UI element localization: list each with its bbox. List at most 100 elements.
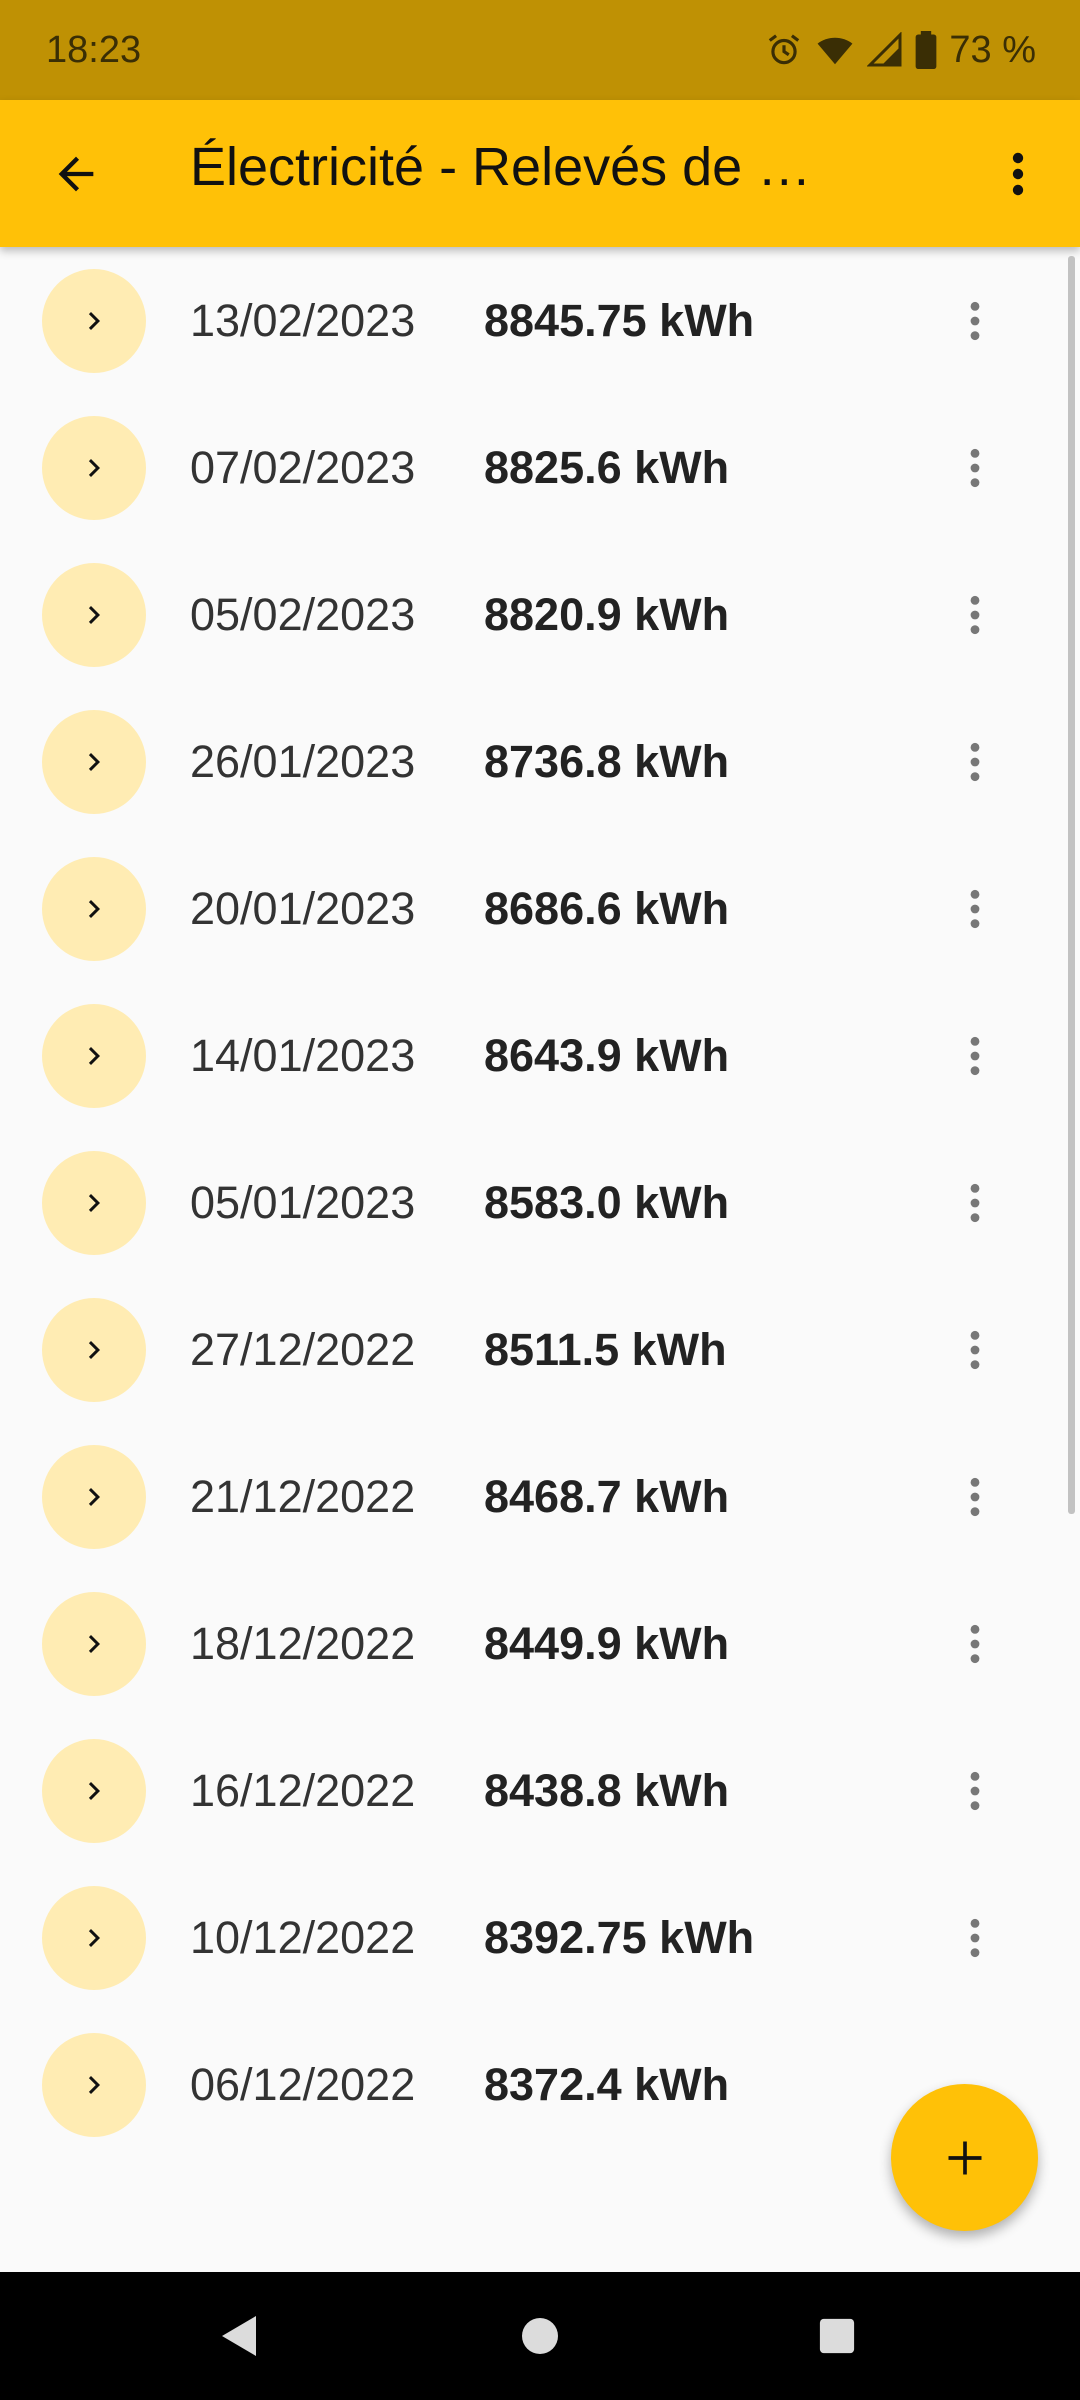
system-nav-bar (0, 2272, 1080, 2400)
expand-button[interactable] (42, 1886, 146, 1990)
expand-button[interactable] (42, 1445, 146, 1549)
more-vert-icon (970, 889, 980, 929)
reading-date: 06/12/2022 (190, 2059, 416, 2110)
chevron-right-icon (88, 1194, 100, 1212)
reading-date: 10/12/2022 (190, 1912, 416, 1963)
status-time: 18:23 (46, 28, 142, 71)
reading-value: 8449.9 kWh (484, 1618, 730, 1669)
list-item[interactable]: 27/12/2022 8511.5 kWh (0, 1276, 1080, 1423)
reading-date: 20/01/2023 (190, 883, 416, 934)
more-vert-icon (970, 1624, 980, 1664)
expand-button[interactable] (42, 710, 146, 814)
list-item[interactable]: 06/12/2022 8372.4 kWh (0, 2011, 1080, 2153)
nav-recents-button[interactable] (797, 2296, 877, 2376)
row-menu-button[interactable] (947, 1612, 1003, 1676)
row-menu-button[interactable] (947, 1465, 1003, 1529)
home-circle-icon (522, 2318, 558, 2354)
chevron-right-icon (88, 753, 100, 771)
add-reading-button[interactable] (891, 2084, 1038, 2231)
more-vert-icon (970, 742, 980, 782)
more-vert-icon (1012, 152, 1024, 196)
chevron-right-icon (88, 1488, 100, 1506)
row-menu-button[interactable] (947, 1318, 1003, 1382)
signal-icon (867, 32, 903, 68)
list-item[interactable]: 05/02/2023 8820.9 kWh (0, 541, 1080, 688)
expand-button[interactable] (42, 269, 146, 373)
expand-button[interactable] (42, 1592, 146, 1696)
row-menu-button[interactable] (947, 730, 1003, 794)
back-triangle-icon (222, 2316, 256, 2356)
nav-back-button[interactable] (200, 2296, 280, 2376)
battery-icon (915, 31, 937, 69)
row-menu-button[interactable] (947, 289, 1003, 353)
reading-date: 05/02/2023 (190, 589, 416, 640)
more-vert-icon (970, 1036, 980, 1076)
expand-button[interactable] (42, 1151, 146, 1255)
row-menu-button[interactable] (947, 583, 1003, 647)
wifi-icon (815, 31, 855, 69)
expand-button[interactable] (42, 1298, 146, 1402)
reading-date: 05/01/2023 (190, 1177, 416, 1228)
more-vert-icon (970, 1918, 980, 1958)
expand-button[interactable] (42, 857, 146, 961)
row-menu-button[interactable] (947, 1024, 1003, 1088)
reading-value: 8468.7 kWh (484, 1471, 730, 1522)
page-title: Électricité - Relevés de … (190, 137, 812, 197)
reading-value: 8820.9 kWh (484, 589, 730, 640)
expand-button[interactable] (42, 1004, 146, 1108)
row-menu-button[interactable] (947, 1906, 1003, 1970)
chevron-right-icon (88, 1635, 100, 1653)
list-item[interactable]: 13/02/2023 8845.75 kWh (0, 247, 1080, 394)
row-menu-button[interactable] (947, 1171, 1003, 1235)
back-button[interactable] (40, 138, 112, 210)
reading-value: 8511.5 kWh (484, 1324, 727, 1375)
list-item[interactable]: 07/02/2023 8825.6 kWh (0, 394, 1080, 541)
reading-date: 18/12/2022 (190, 1618, 416, 1669)
chevron-right-icon (88, 606, 100, 624)
reading-value: 8825.6 kWh (484, 442, 730, 493)
battery-text: 73 % (949, 28, 1036, 71)
row-menu-button[interactable] (947, 436, 1003, 500)
row-menu-button[interactable] (947, 1759, 1003, 1823)
reading-date: 21/12/2022 (190, 1471, 416, 1522)
alarm-icon (765, 31, 803, 69)
chevron-right-icon (88, 1929, 100, 1947)
scrollbar[interactable] (1068, 256, 1075, 1514)
list-item[interactable]: 18/12/2022 8449.9 kWh (0, 1570, 1080, 1717)
expand-button[interactable] (42, 563, 146, 667)
reading-date: 13/02/2023 (190, 295, 416, 346)
chevron-right-icon (88, 312, 100, 330)
expand-button[interactable] (42, 2033, 146, 2137)
expand-button[interactable] (42, 416, 146, 520)
nav-home-button[interactable] (500, 2296, 580, 2376)
more-vert-icon (970, 1477, 980, 1517)
reading-value: 8686.6 kWh (484, 883, 730, 934)
chevron-right-icon (88, 459, 100, 477)
list-item[interactable]: 21/12/2022 8468.7 kWh (0, 1423, 1080, 1570)
list-item[interactable]: 14/01/2023 8643.9 kWh (0, 982, 1080, 1129)
status-icons: 73 % (765, 29, 1036, 72)
readings-list[interactable]: 13/02/2023 8845.75 kWh 07/02/2023 8825.6 kW… (0, 247, 1080, 2153)
more-vert-icon (970, 1183, 980, 1223)
list-item[interactable]: 16/12/2022 8438.8 kWh (0, 1717, 1080, 1864)
more-vert-icon (970, 301, 980, 341)
reading-value: 8845.75 kWh (484, 295, 755, 346)
overflow-menu-button[interactable] (982, 138, 1054, 210)
row-menu-button[interactable] (947, 877, 1003, 941)
list-item[interactable]: 05/01/2023 8583.0 kWh (0, 1129, 1080, 1276)
app-bar: Électricité - Relevés de … (0, 100, 1080, 247)
reading-date: 07/02/2023 (190, 442, 416, 493)
reading-date: 16/12/2022 (190, 1765, 416, 1816)
reading-value: 8392.75 kWh (484, 1912, 755, 1963)
chevron-right-icon (88, 1782, 100, 1800)
more-vert-icon (970, 595, 980, 635)
expand-button[interactable] (42, 1739, 146, 1843)
list-item[interactable]: 20/01/2023 8686.6 kWh (0, 835, 1080, 982)
reading-date: 26/01/2023 (190, 736, 416, 787)
list-item[interactable]: 26/01/2023 8736.8 kWh (0, 688, 1080, 835)
list-item[interactable]: 10/12/2022 8392.75 kWh (0, 1864, 1080, 2011)
reading-value: 8438.8 kWh (484, 1765, 730, 1816)
chevron-right-icon (88, 2076, 100, 2094)
more-vert-icon (970, 448, 980, 488)
arrow-left-icon (58, 156, 94, 192)
